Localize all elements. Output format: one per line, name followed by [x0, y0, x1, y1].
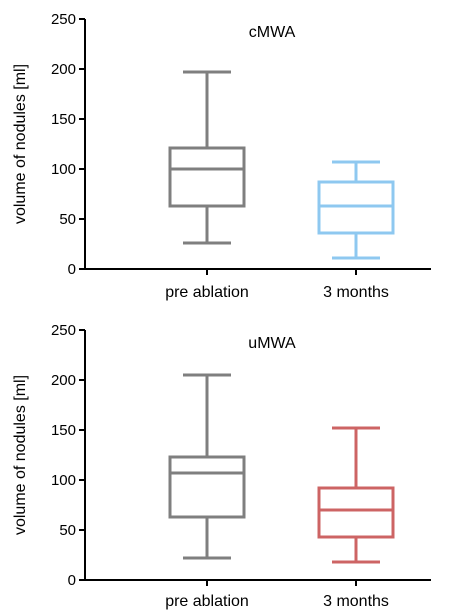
y-tick-label: 150 — [51, 111, 76, 128]
chart-panel-1: 0 50 100 150 200 250 pre ablation 3 months volum… — [12, 11, 431, 301]
box-2 — [317, 426, 395, 564]
box-1 — [168, 70, 246, 245]
chart-title: uMWA — [248, 335, 296, 352]
y-tick-label: 200 — [51, 372, 76, 389]
x-category-label: pre ablation — [165, 593, 249, 610]
y-tick-label: 100 — [51, 472, 76, 489]
iqr-box — [317, 486, 395, 539]
box-1 — [168, 373, 246, 560]
y-axis-label: volume of nodules [ml] — [12, 64, 29, 224]
y-tick-label: 250 — [51, 11, 76, 28]
iqr-box — [168, 455, 246, 519]
iqr-box — [168, 146, 246, 208]
y-tick-label: 0 — [68, 261, 76, 278]
y-tick-label: 50 — [59, 522, 76, 539]
chart-panel-2: 0 50 100 150 200 250 pre ablation 3 months volum… — [12, 322, 431, 610]
chart-title: cMWA — [249, 24, 296, 41]
x-category-label: 3 months — [323, 284, 389, 301]
y-tick-label: 0 — [68, 572, 76, 589]
y-tick-label: 50 — [59, 211, 76, 228]
y-tick-label: 100 — [51, 161, 76, 178]
y-tick-label: 250 — [51, 322, 76, 339]
y-tick-label: 200 — [51, 61, 76, 78]
box-2 — [317, 160, 395, 260]
y-tick-label: 150 — [51, 422, 76, 439]
x-category-label: pre ablation — [165, 284, 249, 301]
x-category-label: 3 months — [323, 593, 389, 610]
y-axis-label: volume of nodules [ml] — [12, 375, 29, 535]
